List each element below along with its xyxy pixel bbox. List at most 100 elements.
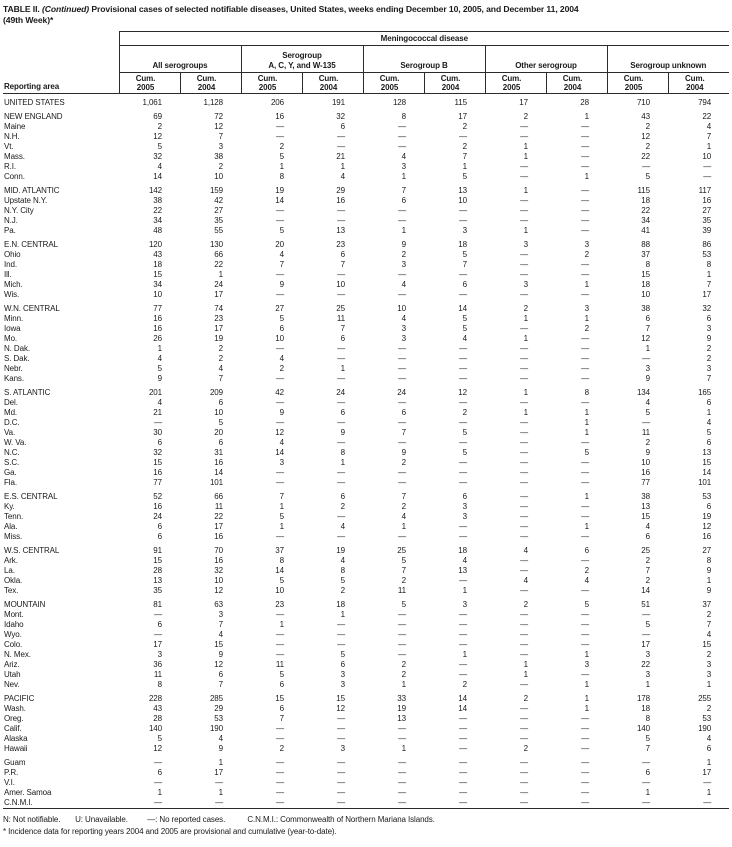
value-cell: 120: [148, 240, 162, 249]
value-cell: 1: [706, 680, 712, 689]
value-cell: 86: [702, 240, 712, 249]
table-row: NEW ENGLAND 69 72 16 32 8 17 2 1 43 22: [3, 112, 729, 122]
value-cell: 5: [462, 428, 467, 437]
value-cell: —: [581, 798, 589, 807]
value-cell: 5: [401, 600, 406, 609]
value-cell: —: [459, 758, 467, 767]
value-cell: —: [459, 354, 467, 363]
value-cell: 1: [523, 670, 528, 679]
row-label: La.: [4, 566, 15, 575]
row-label: Wyo.: [4, 630, 22, 639]
row-label: Tex.: [4, 586, 19, 595]
value-cell: 3: [462, 512, 467, 521]
value-cell: 53: [702, 492, 712, 501]
value-cell: —: [459, 610, 467, 619]
value-cell: —: [642, 610, 650, 619]
value-cell: 1: [584, 694, 589, 703]
row-label: NEW ENGLAND: [4, 112, 63, 121]
value-cell: 2: [645, 576, 650, 585]
row-label: N. Dak.: [4, 344, 30, 353]
value-cell: 6: [157, 522, 162, 531]
row-label: Ga.: [4, 468, 17, 477]
value-cell: 5: [462, 250, 467, 259]
table-row: Nebr. 5 4 2 1 — — — — 3 3: [3, 364, 729, 374]
value-cell: 38: [641, 492, 650, 501]
value-cell: 6: [218, 398, 223, 407]
value-cell: —: [398, 640, 406, 649]
value-cell: 3: [584, 304, 589, 313]
value-cell: 8: [279, 172, 284, 181]
cum-label: Cum.: [379, 74, 400, 83]
value-cell: 14: [275, 196, 284, 205]
value-cell: 77: [153, 478, 162, 487]
value-cell: 2: [523, 600, 528, 609]
row-label: N.H.: [4, 132, 20, 141]
value-cell: 23: [275, 600, 284, 609]
value-cell: 25: [641, 546, 650, 555]
table-row: Ky. 16 11 1 2 2 3— —13 6: [3, 502, 729, 512]
value-cell: —: [520, 290, 528, 299]
value-cell: 24: [214, 280, 223, 289]
table-row: Calif. 140 190 — — — — — — 140 190: [3, 724, 729, 734]
value-cell: —: [398, 132, 406, 141]
value-cell: 8: [340, 448, 345, 457]
value-cell: 37: [275, 546, 284, 555]
value-cell: 14: [214, 468, 223, 477]
value-cell: —: [276, 734, 284, 743]
value-cell: 1: [706, 576, 712, 585]
value-cell: 6: [706, 502, 712, 511]
value-cell: 5: [706, 428, 712, 437]
value-cell: —: [459, 630, 467, 639]
value-cell: 15: [153, 270, 162, 279]
value-cell: 1: [584, 680, 589, 689]
value-cell: 8: [157, 680, 162, 689]
table-row: D.C. — 5 — — — — — 1 — 4: [3, 418, 729, 428]
value-cell: 3: [157, 650, 162, 659]
value-cell: 12: [214, 660, 223, 669]
value-cell: 3: [340, 744, 345, 753]
value-cell: 4: [401, 280, 406, 289]
value-cell: 5: [462, 324, 467, 333]
value-cell: 1: [401, 522, 406, 531]
value-cell: 16: [153, 324, 162, 333]
value-cell: 1: [584, 314, 589, 323]
col-group-label: Serogroup: [282, 51, 322, 60]
value-cell: —: [276, 640, 284, 649]
value-cell: 2: [523, 744, 528, 753]
value-cell: —: [520, 448, 528, 457]
value-cell: 4: [584, 576, 589, 585]
value-cell: 7: [279, 260, 284, 269]
value-cell: 10: [336, 280, 345, 289]
col-header-cum-2004: Cum. 2004: [301, 72, 363, 94]
row-label: S. Dak.: [4, 354, 30, 363]
table-title: TABLE II. (Continued) Provisional cases …: [3, 4, 730, 26]
value-cell: 28: [153, 714, 162, 723]
value-cell: 5: [279, 576, 284, 585]
value-cell: 14: [702, 468, 712, 477]
value-cell: 115: [637, 186, 651, 195]
value-cell: 1: [584, 280, 589, 289]
value-cell: 794: [698, 98, 712, 107]
value-cell: 16: [214, 556, 223, 565]
value-cell: 12: [153, 744, 162, 753]
table-row: UNITED STATES 1,061 1,128 206 191 128 115 17 28 7…: [3, 98, 729, 108]
value-cell: —: [520, 704, 528, 713]
value-cell: 12: [641, 334, 650, 343]
value-cell: —: [337, 630, 345, 639]
value-cell: 11: [214, 502, 223, 511]
col-group-label: All serogroups: [152, 60, 208, 70]
value-cell: —: [520, 260, 528, 269]
value-cell: —: [581, 630, 589, 639]
value-cell: —: [398, 438, 406, 447]
value-cell: 6: [706, 438, 712, 447]
year-label: 2005: [624, 83, 643, 92]
table-row: Amer. Samoa 1 1 — — — — — — 1 1: [3, 788, 729, 798]
value-cell: —: [520, 768, 528, 777]
value-cell: 2: [401, 250, 406, 259]
value-cell: 2: [706, 704, 712, 713]
value-cell: 1: [523, 334, 528, 343]
value-cell: —: [337, 724, 345, 733]
value-cell: —: [581, 758, 589, 767]
table-row: Tex. 35 12 10 2 11 1— —14 9: [3, 586, 729, 596]
value-cell: 6: [218, 438, 223, 447]
